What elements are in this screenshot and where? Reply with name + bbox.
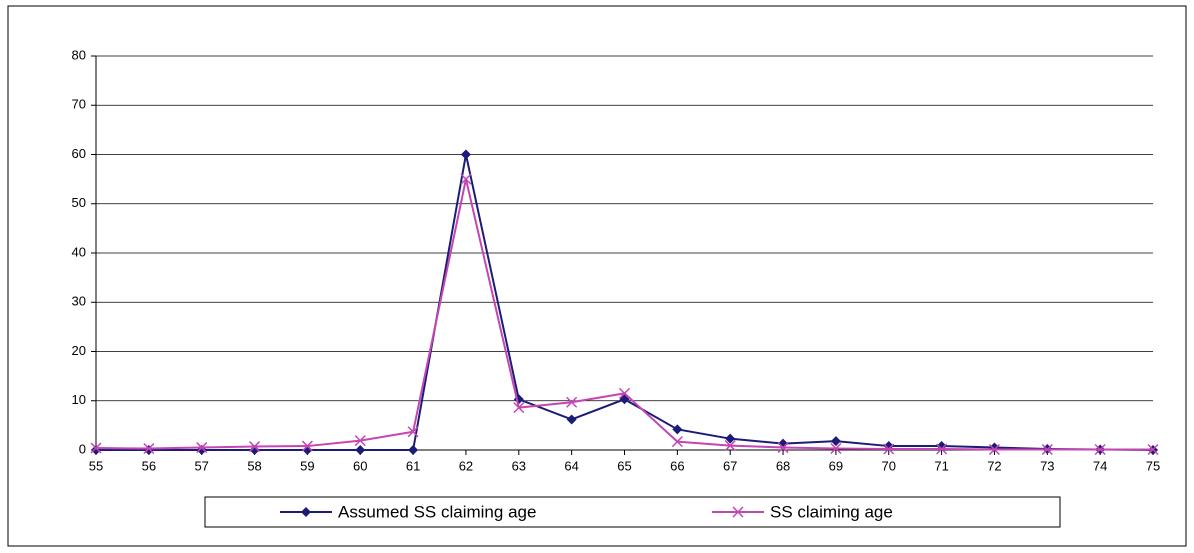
marker [618, 387, 631, 399]
x-tick-label: 63 [512, 458, 526, 473]
y-tick-label: 20 [72, 343, 86, 358]
marker [513, 402, 525, 414]
marker [725, 433, 736, 444]
marker [732, 506, 744, 518]
y-tick-label: 60 [72, 146, 86, 161]
legend-label: SS claiming age [770, 502, 893, 521]
legend-label: Assumed SS claiming age [338, 502, 536, 521]
marker [354, 435, 366, 447]
y-tick-label: 30 [72, 294, 86, 309]
x-tick-label: 66 [670, 458, 684, 473]
y-tick-label: 0 [79, 441, 86, 456]
x-tick-label: 64 [564, 458, 578, 473]
marker [1094, 443, 1106, 456]
y-tick-label: 80 [72, 47, 86, 62]
legend: Assumed SS claiming age SS claiming age [204, 496, 1061, 528]
x-tick-label: 59 [300, 458, 314, 473]
marker [830, 436, 841, 447]
x-tick-label: 69 [829, 458, 843, 473]
x-tick-label: 65 [617, 458, 631, 473]
x-tick-label: 70 [882, 458, 896, 473]
marker [1041, 443, 1053, 456]
marker [988, 443, 1000, 456]
legend-box [204, 496, 1061, 528]
marker [1147, 443, 1159, 456]
x-tick-label: 67 [723, 458, 737, 473]
x-tick-label: 74 [1093, 458, 1107, 473]
y-tick-label: 40 [72, 244, 86, 259]
x-tick-label: 60 [353, 458, 367, 473]
x-tick-label: 73 [1040, 458, 1054, 473]
marker [90, 442, 102, 454]
marker [408, 445, 419, 455]
y-tick-label: 50 [72, 195, 86, 210]
x-tick-label: 55 [89, 458, 103, 473]
marker [301, 440, 313, 452]
x-tick-label: 75 [1146, 458, 1160, 473]
marker [460, 149, 471, 160]
y-tick-label: 10 [72, 392, 86, 407]
marker [830, 442, 842, 455]
x-tick-label: 62 [459, 458, 473, 473]
marker [883, 443, 895, 455]
marker [777, 442, 789, 454]
x-tick-label: 61 [406, 458, 420, 473]
x-tick-label: 57 [194, 458, 208, 473]
marker [566, 396, 578, 408]
y-tick-label: 70 [72, 97, 86, 112]
chart-frame [7, 5, 1187, 547]
marker [671, 436, 683, 448]
marker [355, 445, 366, 455]
marker [460, 173, 472, 185]
x-tick-label: 58 [247, 458, 261, 473]
marker [724, 440, 736, 452]
x-tick-label: 72 [987, 458, 1001, 473]
marker [566, 414, 577, 425]
x-tick-label: 71 [934, 458, 948, 473]
marker [143, 442, 155, 455]
marker [936, 443, 948, 455]
marker [196, 442, 208, 454]
x-tick-label: 56 [142, 458, 156, 473]
x-tick-label: 68 [776, 458, 790, 473]
marker [672, 424, 683, 435]
marker [249, 441, 261, 453]
marker [407, 426, 419, 438]
marker [301, 507, 311, 517]
